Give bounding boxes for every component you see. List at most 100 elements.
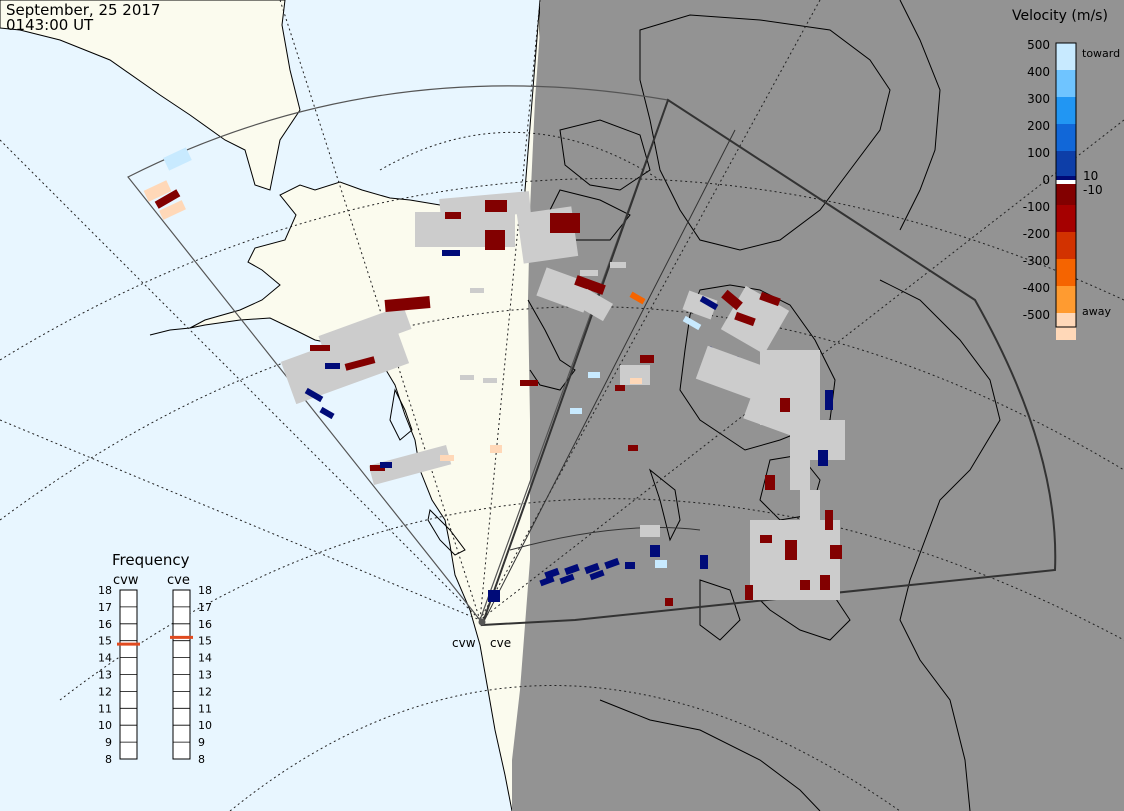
backscatter-cell — [825, 510, 833, 530]
backscatter-cell — [682, 315, 702, 331]
backscatter-cell — [485, 200, 507, 212]
frequency-radar-cvw: cvw — [113, 573, 139, 588]
colorbar-cell — [1056, 286, 1076, 313]
frequency-tick-label: 9 — [105, 736, 112, 749]
meridian-1 — [479, 0, 541, 621]
backscatter-cell — [280, 320, 410, 405]
coast-labrador — [879, 279, 1001, 811]
plot-date: September, 25 2017 — [6, 1, 161, 19]
backscatter-cell — [370, 465, 385, 471]
frequency-tick-label: 8 — [105, 753, 112, 766]
radar-sites: cvw cve — [452, 618, 511, 650]
backscatter-cell — [580, 270, 598, 276]
colorbar-tick-label: 400 — [1027, 65, 1050, 79]
backscatter-cell — [655, 560, 667, 568]
radar-label-cve: cve — [490, 636, 511, 650]
backscatter-cell — [368, 444, 452, 486]
backscatter-cell — [163, 147, 192, 171]
backscatter-cell — [830, 545, 842, 559]
frequency-tick-label: 8 — [198, 753, 205, 766]
radar-label-cvw: cvw — [452, 636, 476, 650]
fov-cve-beam — [481, 129, 736, 626]
frequency-tick-label: 13 — [198, 669, 212, 682]
backscatter-cell — [304, 387, 324, 403]
colorbar-tick-label: -300 — [1023, 254, 1050, 268]
backscatter-cell — [790, 460, 810, 490]
backscatter-cell — [760, 535, 772, 543]
meridian-6 — [479, 119, 1124, 621]
frequency-tick-label: 9 — [198, 736, 205, 749]
coast-islands-1 — [559, 119, 651, 191]
frequency-tick-label: 17 — [98, 601, 112, 614]
fov-cve-range — [509, 527, 701, 551]
frequency-title: Frequency — [112, 551, 190, 569]
frequency-tick-label: 11 — [198, 702, 212, 715]
backscatter-cell — [577, 288, 613, 322]
colorbar-tick-label: 0 — [1042, 173, 1050, 187]
frequency-tick-label: 15 — [98, 635, 112, 648]
lat-circle-2 — [0, 306, 1124, 521]
backscatter-cell — [785, 540, 797, 560]
coast-aleutians — [149, 327, 191, 336]
colorbar-away-label: away — [1082, 305, 1111, 318]
colorbar-tick-label: 500 — [1027, 38, 1050, 52]
backscatter-cell — [745, 585, 753, 600]
backscatter-cell — [820, 575, 830, 590]
frequency-tick-label: 12 — [98, 685, 112, 698]
meridian-3 — [0, 139, 481, 621]
frequency-tick-label: 15 — [198, 635, 212, 648]
backscatter-cell — [442, 250, 460, 256]
backscatter-cell — [380, 462, 392, 468]
coast-vancouver-island — [427, 508, 466, 556]
frequency-tick-label: 10 — [198, 719, 212, 732]
colorbar-cell — [1056, 151, 1076, 176]
frequency-tick-label: 16 — [98, 618, 112, 631]
backscatter-cell — [536, 267, 594, 313]
backscatter-cell — [584, 562, 600, 575]
colorbar-title: Velocity (m/s) — [1012, 8, 1108, 24]
colorbar-tick-label: 300 — [1027, 92, 1050, 106]
backscatter-cell — [699, 295, 719, 311]
backscatter-cell — [695, 345, 765, 400]
colorbar-cell — [1056, 124, 1076, 151]
backscatter-cell — [765, 475, 775, 490]
frequency-panel: Frequency cvw cve 18 18 17 17 16 16 15 15 14 14 13… — [98, 551, 212, 766]
colorbar-tick-label: 10 — [1083, 169, 1098, 183]
coast-baffin — [639, 14, 891, 251]
frequency-tick-label: 12 — [198, 685, 212, 698]
frequency-tick-label: 13 — [98, 669, 112, 682]
backscatter-cell — [384, 296, 431, 312]
lat-circle-1 — [0, 178, 1124, 361]
lat-circle-inner — [379, 131, 661, 181]
colorbar-tick-label: -200 — [1023, 227, 1050, 241]
backscatter-cell — [488, 590, 500, 602]
backscatter-cell — [780, 398, 790, 412]
backscatter-cell — [700, 555, 708, 569]
backscatter-cell — [344, 356, 376, 371]
coastlines-day — [149, 327, 466, 556]
frequency-tick-label: 10 — [98, 719, 112, 732]
land-layer — [0, 0, 541, 811]
colorbar-tick-label: -400 — [1023, 281, 1050, 295]
colorbar-cell — [1056, 180, 1076, 184]
backscatter-cell — [574, 275, 606, 295]
fov-cve — [480, 98, 1057, 627]
colorbar-tick-label: -500 — [1023, 308, 1050, 322]
backscatter-cell — [485, 230, 505, 250]
backscatter-cell — [143, 180, 172, 202]
backscatter-cell — [318, 305, 412, 360]
backscatter-cell — [721, 289, 743, 311]
velocity-colorbar: Velocity (m/s) 500400300200100100-10-100… — [1012, 8, 1120, 340]
coast-gulf — [599, 699, 821, 811]
backscatter-cell — [159, 200, 186, 220]
frequency-tick-label: 14 — [198, 652, 212, 665]
coast-greenland-edge — [899, 0, 941, 231]
colorbar-tick-label: -10 — [1083, 183, 1103, 197]
backscatter-cell — [640, 355, 654, 363]
backscatter-cell — [544, 567, 560, 580]
backscatter-cell — [759, 291, 781, 307]
backscatter-cell — [650, 545, 660, 557]
backscatter-cell — [539, 575, 555, 587]
